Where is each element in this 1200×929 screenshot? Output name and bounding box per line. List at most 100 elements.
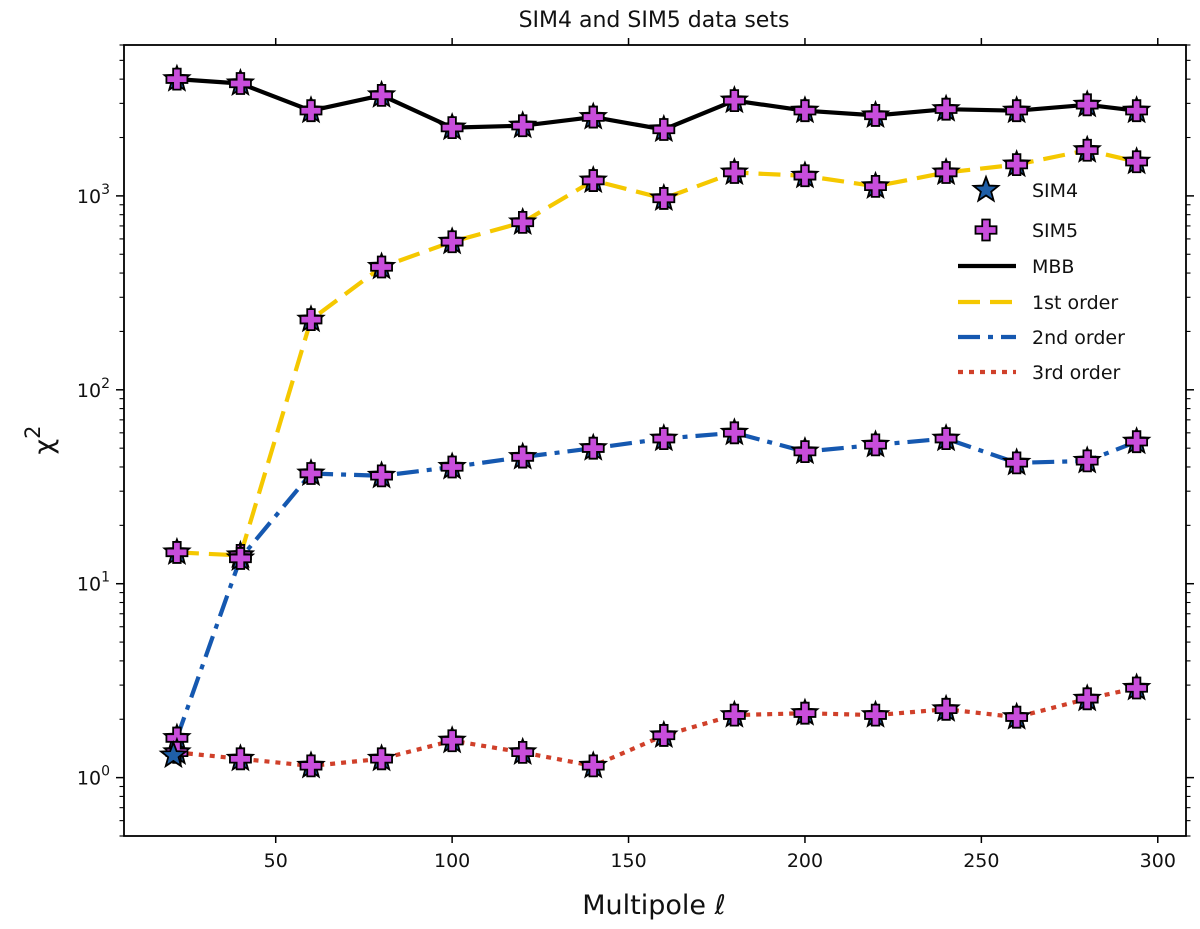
y-tick-label-exponent: 0 <box>101 764 110 780</box>
data-point-sim5 <box>581 169 605 192</box>
x-axis-label: Multipole ℓ <box>582 890 726 921</box>
data-point-sim5 <box>1075 138 1099 162</box>
series-line-mbb <box>176 77 1137 132</box>
series-line-3rd-order <box>176 685 1138 769</box>
data-point-sim5 <box>793 164 817 188</box>
data-point-sim5 <box>511 445 535 469</box>
data-point-sim5 <box>722 421 746 445</box>
data-point-sim5 <box>440 455 464 479</box>
data-point-sim5 <box>1005 99 1029 123</box>
y-tick-label: 102 <box>77 376 110 402</box>
legend-marker-sim5 <box>974 218 998 242</box>
legend-label: 2nd order <box>1032 327 1125 349</box>
data-point-sim5 <box>370 747 393 771</box>
y-tick-label-base: 10 <box>77 380 101 402</box>
data-point-sim5 <box>652 118 676 141</box>
data-point-sim5 <box>793 440 817 464</box>
data-point-sim5 <box>581 105 605 129</box>
data-point-sim5 <box>934 427 958 451</box>
data-point-sim5 <box>299 308 323 332</box>
y-tick-label-exponent: 2 <box>101 376 110 392</box>
data-point-sim5 <box>864 174 887 198</box>
data-point-sim5 <box>299 754 323 778</box>
legend-label: 3rd order <box>1032 362 1121 384</box>
x-axis: 50 100 150 200 250 300 <box>264 38 1176 872</box>
x-tick-label: 200 <box>787 850 823 872</box>
data-point-sim5 <box>581 436 605 460</box>
data-point-sim5 <box>1075 93 1099 117</box>
data-point-sim5 <box>652 724 676 747</box>
data-point-sim5 <box>440 230 464 254</box>
data-point-sim5 <box>370 83 393 107</box>
data-point-sim5 <box>511 114 535 138</box>
chart-title: SIM4 and SIM5 data sets <box>519 8 790 33</box>
data-point-sim5 <box>1125 676 1148 700</box>
plot-frame <box>123 44 1187 837</box>
y-tick-label-base: 10 <box>77 186 101 208</box>
data-point-sim5 <box>165 541 189 564</box>
y-axis-label-symbol: χ <box>29 439 60 455</box>
data-point-sim5 <box>229 747 252 771</box>
plot-area <box>123 44 1187 837</box>
data-point-sim5 <box>864 433 887 457</box>
series-line-2nd-order <box>174 430 1138 739</box>
legend: SIM4 SIM5 MBB 1st order 2nd order 3rd order <box>958 174 1125 384</box>
series-line-1st-order <box>176 148 1138 558</box>
data-point-sim5 <box>722 161 746 184</box>
y-tick-label: 101 <box>77 570 110 596</box>
data-point-sim5 <box>1005 705 1029 729</box>
data-point-sim5 <box>722 89 746 113</box>
data-point-sim5 <box>652 427 676 451</box>
legend-label: MBB <box>1032 256 1074 278</box>
legend-marker-sim4 <box>971 174 1001 203</box>
x-tick-label: 150 <box>610 850 646 872</box>
y-tick-label: 100 <box>77 764 110 790</box>
data-point-sim5 <box>581 754 605 778</box>
data-point-sim5 <box>934 697 958 721</box>
data-point-sim5 <box>1125 430 1148 454</box>
data-point-sim5 <box>511 740 535 764</box>
data-point-sim5 <box>511 210 535 234</box>
marker-layer <box>158 63 1152 779</box>
data-point-sim5 <box>722 703 746 727</box>
data-point-sim5 <box>1075 687 1099 711</box>
data-point-sim5 <box>299 462 323 485</box>
data-point-sim5 <box>934 161 958 184</box>
y-tick-label: 103 <box>77 182 110 208</box>
y-tick-label-base: 10 <box>77 768 101 790</box>
y-tick-label-exponent: 3 <box>101 182 110 198</box>
y-axis-label-exponent: 2 <box>21 426 45 439</box>
data-point-sim5 <box>1075 449 1099 473</box>
x-tick-label: 300 <box>1140 850 1176 872</box>
data-point-sim5 <box>1005 153 1029 177</box>
x-tick-label: 100 <box>434 850 470 872</box>
data-point-sim4 <box>158 739 189 769</box>
data-point-sim5 <box>229 547 252 570</box>
data-point-sim5 <box>793 99 817 123</box>
data-point-sim5 <box>165 67 189 91</box>
data-point-sim5 <box>934 97 958 121</box>
data-point-sim5 <box>864 703 887 727</box>
y-axis-label: χ2 <box>21 426 60 455</box>
y-tick-label-exponent: 1 <box>101 570 110 586</box>
data-point-sim5 <box>1125 99 1148 123</box>
legend-label: 1st order <box>1032 292 1118 314</box>
legend-label: SIM4 <box>1032 180 1078 202</box>
data-point-sim5 <box>229 72 252 95</box>
x-tick-label: 50 <box>264 850 288 872</box>
data-point-sim5 <box>1125 150 1148 174</box>
series-layer <box>174 77 1138 769</box>
data-point-sim5 <box>652 187 676 210</box>
data-point-sim5 <box>370 464 393 488</box>
x-tick-label: 250 <box>963 850 999 872</box>
data-point-sim5 <box>864 104 887 127</box>
data-point-sim5 <box>299 99 323 123</box>
data-point-sim5 <box>440 116 464 139</box>
data-point-sim5 <box>793 701 817 725</box>
data-point-sim5 <box>440 729 464 753</box>
data-point-sim5 <box>1005 451 1029 475</box>
legend-label: SIM5 <box>1032 220 1078 242</box>
data-point-sim5 <box>370 255 393 279</box>
